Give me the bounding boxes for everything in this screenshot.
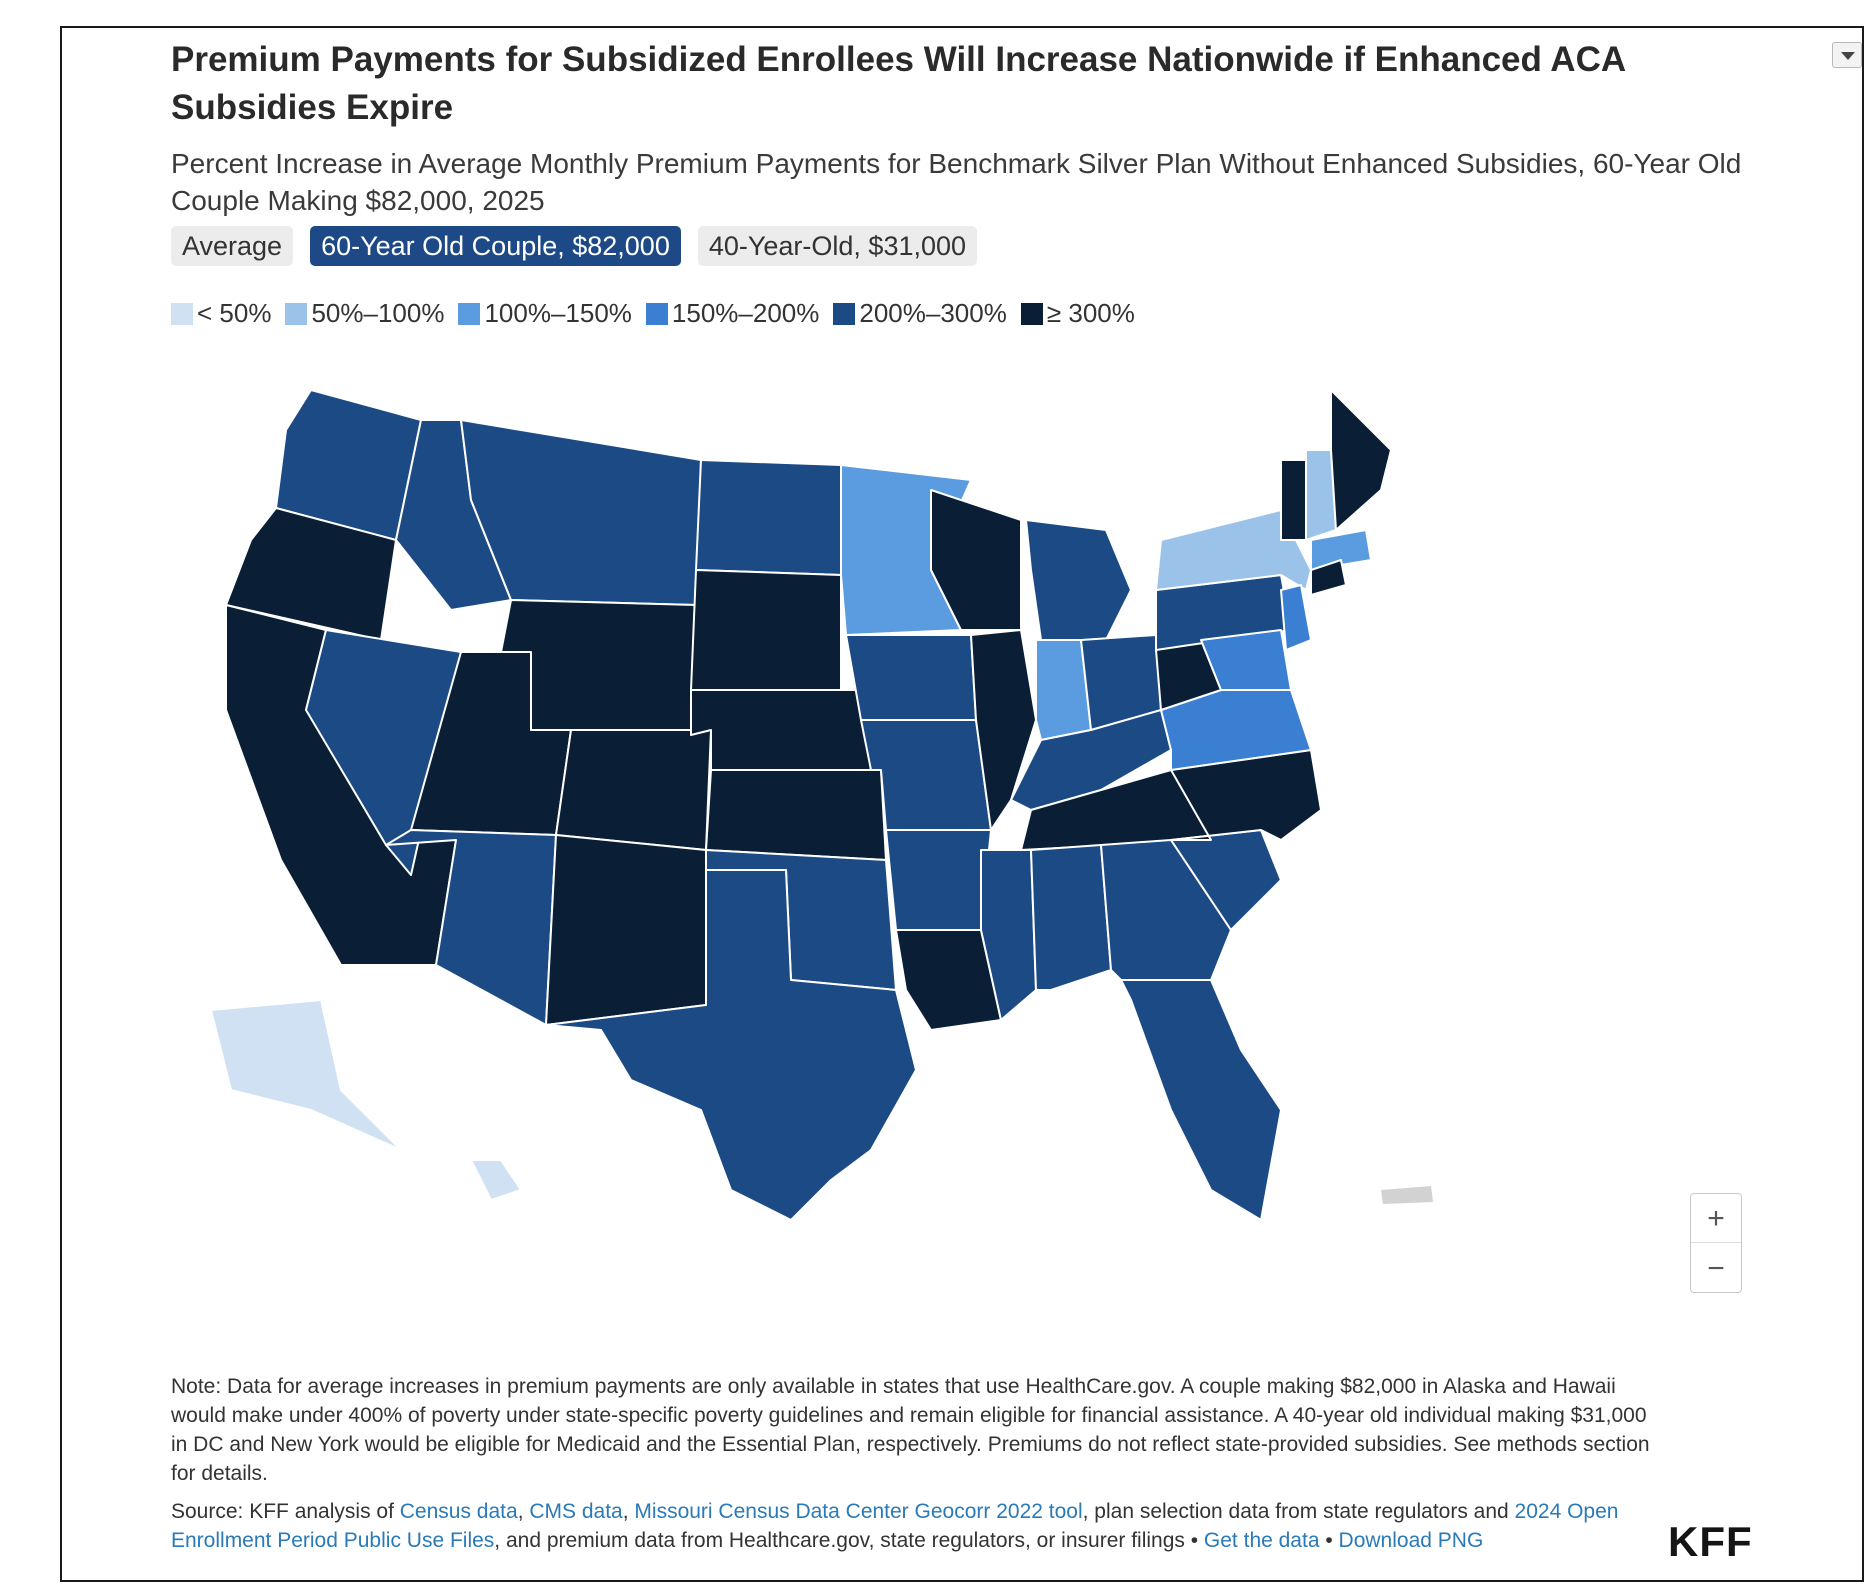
get-data-link[interactable]: Get the data xyxy=(1203,1529,1320,1552)
cms-data-link[interactable]: CMS data xyxy=(529,1500,623,1523)
zoom-in-button[interactable]: + xyxy=(1691,1194,1741,1243)
state-region-ne[interactable] xyxy=(690,689,872,771)
chevron-down-icon[interactable] xyxy=(1832,42,1862,68)
legend-item: 50%–100% xyxy=(285,298,444,329)
state-region-ia[interactable] xyxy=(845,634,977,721)
state-region-ma[interactable] xyxy=(1310,529,1372,571)
legend-swatch xyxy=(171,302,193,325)
legend-swatch xyxy=(285,302,308,325)
legend-item: 200%–300% xyxy=(833,298,1007,329)
territory-region-pr[interactable] xyxy=(1381,1186,1433,1204)
source-text: • xyxy=(1319,1529,1339,1552)
state-region-ak[interactable] xyxy=(210,999,402,1151)
us-choropleth-map[interactable] xyxy=(171,390,1691,1290)
source-text: Source: KFF analysis of xyxy=(171,1500,400,1523)
census-data-link[interactable]: Census data xyxy=(399,1500,518,1523)
state-region-vt[interactable] xyxy=(1280,459,1307,541)
legend-item: < 50% xyxy=(171,298,271,329)
legend-label: 200%–300% xyxy=(859,298,1007,328)
footnote: Note: Data for average increases in prem… xyxy=(171,1375,1650,1485)
legend-swatch xyxy=(645,302,668,325)
tab-40-year-old[interactable]: 40-Year-Old, $31,000 xyxy=(697,226,978,266)
state-region-nc[interactable] xyxy=(1170,749,1322,841)
state-region-ar[interactable] xyxy=(885,829,992,931)
tab-average[interactable]: Average xyxy=(171,226,294,266)
state-region-wi[interactable] xyxy=(930,489,1022,631)
legend-label: 50%–100% xyxy=(311,298,445,328)
source-text: , and premium data from Healthcare.gov, … xyxy=(494,1529,1204,1552)
legend-label: < 50% xyxy=(197,298,272,328)
state-region-or[interactable] xyxy=(225,507,397,641)
zoom-controls: + − xyxy=(1690,1193,1742,1293)
legend-label: 100%–150% xyxy=(484,298,632,328)
state-region-tx[interactable] xyxy=(545,869,917,1221)
source-text: , xyxy=(517,1500,530,1523)
source-text: , xyxy=(622,1500,635,1523)
legend-swatch xyxy=(458,302,481,325)
puf-link[interactable]: 2024 Open Enrollment Period Public Use F… xyxy=(171,1500,1619,1552)
legend-item: 150%–200% xyxy=(645,298,820,329)
state-region-md[interactable] xyxy=(1200,629,1292,691)
state-region-ms[interactable] xyxy=(980,849,1037,1021)
legend-item: ≥ 300% xyxy=(1020,298,1135,329)
download-png-link[interactable]: Download PNG xyxy=(1338,1529,1484,1552)
legend-item: 100%–150% xyxy=(458,298,632,329)
chart-title: Premium Payments for Subsidized Enrollee… xyxy=(171,40,1625,127)
geocorr-link[interactable]: Missouri Census Data Center Geocorr 2022… xyxy=(634,1500,1083,1523)
state-region-co[interactable] xyxy=(555,729,712,851)
kff-logo: KFF xyxy=(1668,1518,1753,1565)
state-region-nj[interactable] xyxy=(1280,584,1312,651)
state-region-mi[interactable] xyxy=(1025,519,1132,641)
state-region-nm[interactable] xyxy=(545,834,707,1026)
legend-swatch xyxy=(1020,302,1043,325)
state-region-nd[interactable] xyxy=(695,459,842,576)
state-region-la[interactable] xyxy=(895,929,1002,1031)
state-region-hi[interactable] xyxy=(470,1159,522,1201)
state-region-sd[interactable] xyxy=(690,569,842,691)
state-region-al[interactable] xyxy=(1030,844,1112,991)
state-region-ks[interactable] xyxy=(705,769,887,861)
state-region-fl[interactable] xyxy=(1120,979,1282,1221)
state-region-ct[interactable] xyxy=(1310,559,1347,596)
legend-label: ≥ 300% xyxy=(1046,298,1135,328)
zoom-out-button[interactable]: − xyxy=(1707,1252,1725,1285)
chart-subtitle: Percent Increase in Average Monthly Prem… xyxy=(171,148,1742,216)
state-region-me[interactable] xyxy=(1330,390,1392,531)
tab-60-year-couple[interactable]: 60-Year Old Couple, $82,000 xyxy=(310,226,681,266)
legend-swatch xyxy=(833,302,856,325)
source-line: Source: KFF analysis of Census data, CMS… xyxy=(171,1497,1661,1555)
view-tabs: Average 60-Year Old Couple, $82,000 40-Y… xyxy=(171,226,978,266)
legend-label: 150%–200% xyxy=(671,298,820,328)
source-text: , plan selection data from state regulat… xyxy=(1082,1500,1515,1523)
legend: < 50% 50%–100% 100%–150% 150%–200% 200%–… xyxy=(171,298,1149,329)
